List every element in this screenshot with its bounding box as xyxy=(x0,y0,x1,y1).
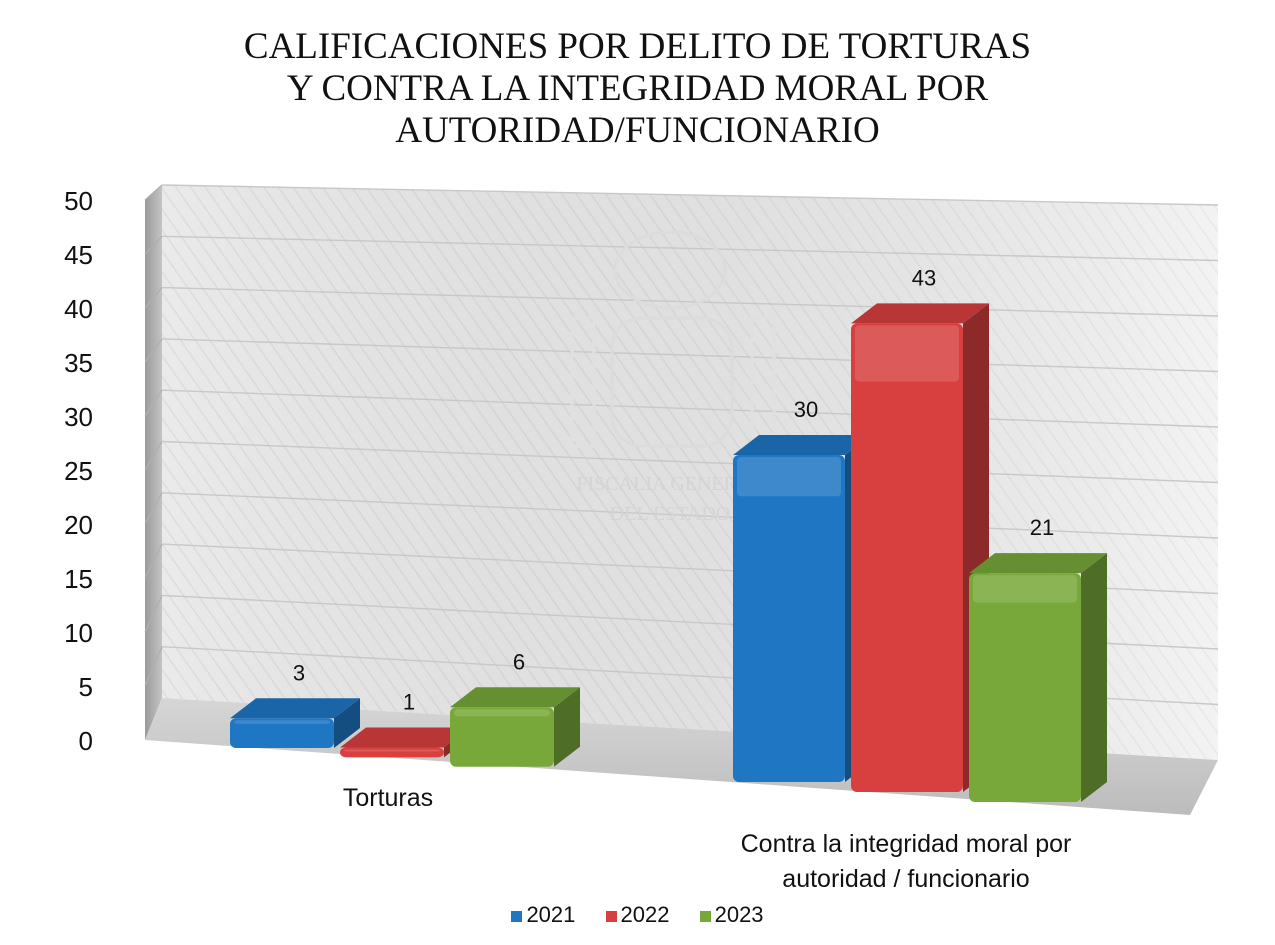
bar-highlight xyxy=(234,720,330,724)
bar-2022-integridad-moral xyxy=(851,303,989,793)
bar-2023-integridad-moral xyxy=(969,553,1107,803)
watermark-text: DEL ESTADO xyxy=(610,503,730,525)
legend-item-2021: 2021 xyxy=(511,902,575,928)
gridline-side xyxy=(144,441,163,471)
bar-front-face xyxy=(340,747,444,758)
category-label: autoridad / funcionario xyxy=(782,865,1029,893)
bar-highlight xyxy=(737,457,841,497)
bar-front-face xyxy=(450,707,554,767)
side-wall xyxy=(145,185,162,740)
data-label: 43 xyxy=(912,265,936,290)
chart-title-line: AUTORIDAD/FUNCIONARIO xyxy=(395,110,880,151)
bar-top-face xyxy=(230,698,360,719)
bar-top-face xyxy=(450,687,580,708)
bar-side-face xyxy=(334,698,360,748)
bar-highlight xyxy=(855,325,959,382)
legend-label: 2022 xyxy=(620,902,670,927)
y-tick-label: 45 xyxy=(64,240,93,270)
y-tick-label: 20 xyxy=(64,510,93,540)
gridline-side xyxy=(144,338,163,363)
gridline-side xyxy=(144,492,163,525)
gridline xyxy=(161,235,1219,262)
legend-item-2023: 2023 xyxy=(699,902,764,928)
bar-front-face xyxy=(230,718,334,748)
gridline-side xyxy=(144,389,163,417)
legend-label: 2023 xyxy=(714,902,764,927)
bar-top-face xyxy=(969,553,1107,574)
gridline xyxy=(161,338,1219,373)
watermark-text: FISCALIA GENERAL xyxy=(576,473,763,495)
bar-2023-torturas xyxy=(450,687,580,767)
gridline xyxy=(161,440,1219,484)
bar-2021-integridad-moral xyxy=(733,435,871,782)
legend-swatch-2021 xyxy=(511,911,523,922)
watermark-emblem: FISCALIA GENERAL DEL ESTADO xyxy=(570,230,776,525)
bar-highlight xyxy=(973,575,1077,603)
gridline xyxy=(161,492,1219,539)
gridline xyxy=(161,286,1219,317)
category-label: Torturas xyxy=(343,784,433,812)
bar-top-face xyxy=(733,435,871,455)
legend: 2021 2022 2023 xyxy=(0,902,1275,928)
bar-side-face xyxy=(554,687,580,767)
chart-title-line: CALIFICACIONES POR DELITO DE TORTURAS xyxy=(243,26,1032,67)
gridline xyxy=(161,389,1219,428)
bar-top-face xyxy=(340,727,470,748)
y-tick-label: 30 xyxy=(64,402,93,432)
bar-top-face xyxy=(851,303,989,324)
gridline-side xyxy=(144,646,163,687)
data-label: 6 xyxy=(513,649,525,674)
bar-2021-torturas xyxy=(230,698,360,748)
y-tick-label: 50 xyxy=(64,186,93,216)
y-tick-label: 35 xyxy=(64,348,93,378)
bar-side-face xyxy=(1081,553,1107,803)
data-label: 1 xyxy=(403,689,415,714)
bar-front-face xyxy=(851,323,963,793)
data-label: 3 xyxy=(293,660,305,685)
y-tick-label: 5 xyxy=(79,672,93,702)
watermark-crown xyxy=(613,230,727,310)
category-label: Contra la integridad moral por xyxy=(741,830,1072,858)
gridline-side xyxy=(144,595,163,633)
chart-title-line: Y CONTRA LA INTEGRIDAD MORAL POR xyxy=(286,68,989,109)
legend-label: 2021 xyxy=(526,902,576,927)
y-tick-label: 25 xyxy=(64,456,93,486)
gridline-side xyxy=(144,543,163,579)
gridline-side xyxy=(144,235,163,255)
bar-highlight xyxy=(344,749,440,752)
gridline-side xyxy=(144,287,163,309)
data-label: 21 xyxy=(1030,515,1054,540)
bar-front-face xyxy=(969,573,1081,803)
y-tick-label: 10 xyxy=(64,618,93,648)
watermark-shield xyxy=(610,316,734,448)
data-label: 30 xyxy=(794,397,818,422)
y-tick-label: 15 xyxy=(64,564,93,594)
gridline xyxy=(161,184,1219,206)
y-tick-label: 40 xyxy=(64,294,93,324)
bar-front-face xyxy=(733,455,845,782)
chart-title: CALIFICACIONES POR DELITO DE TORTURAS Y … xyxy=(0,26,1275,152)
legend-swatch-2023 xyxy=(699,911,711,922)
legend-item-2022: 2022 xyxy=(605,902,670,928)
legend-swatch-2022 xyxy=(605,911,617,922)
gridline-side xyxy=(144,184,163,201)
bar-highlight xyxy=(454,709,550,717)
y-tick-label: 0 xyxy=(79,726,93,756)
watermark-pillar xyxy=(570,316,596,448)
